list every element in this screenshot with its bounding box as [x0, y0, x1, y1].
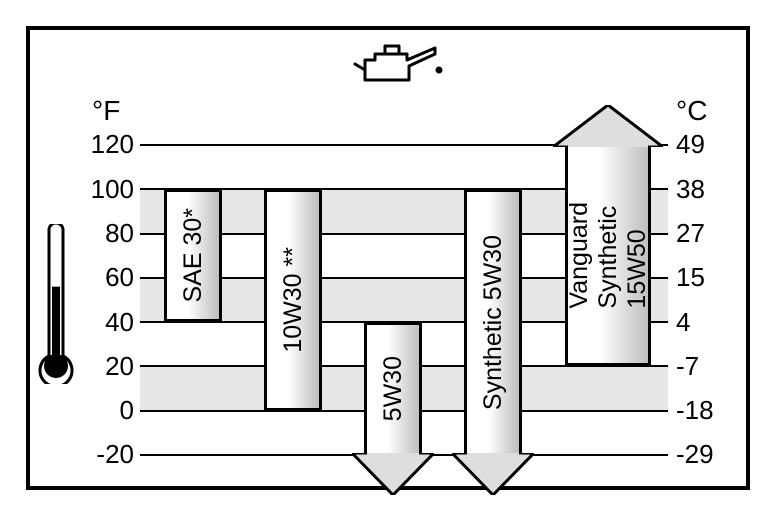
oil-5w30-label: 5W30 — [379, 356, 408, 421]
tick-c: 27 — [676, 218, 705, 249]
tick-f: 80 — [105, 218, 134, 249]
oil-sae30-label: SAE 30* — [179, 208, 208, 303]
tick-c: 4 — [676, 307, 690, 338]
tick-f: 0 — [120, 395, 134, 426]
oil-vanguard: Vanguard Synthetic 15W50 — [565, 147, 651, 366]
tick-f: 120 — [91, 129, 134, 160]
oil-10w30-label: 10W30 ** — [279, 247, 308, 353]
oil-syn5w30-arrow — [452, 453, 534, 495]
oil-syn5w30-label: Synthetic 5W30 — [479, 235, 508, 410]
tick-c: -18 — [676, 395, 714, 426]
tick-f: -20 — [96, 439, 134, 470]
tick-c: -29 — [676, 439, 714, 470]
tick-c: 15 — [676, 262, 705, 293]
oil-vanguard-arrow — [553, 105, 663, 147]
tick-c: 49 — [676, 129, 705, 160]
oil-syn5w30: Synthetic 5W30 — [464, 189, 522, 453]
tick-f: 40 — [105, 307, 134, 338]
oil-5w30: 5W30 — [364, 322, 422, 453]
chart-area: 120 49 100 38 80 27 60 15 40 4 20 -7 0 -18 -20 -29 SAE 3… — [0, 0, 776, 516]
oil-sae30: SAE 30* — [164, 189, 222, 322]
oil-5w30-arrow — [352, 453, 434, 495]
tick-c: 38 — [676, 174, 705, 205]
tick-f: 60 — [105, 262, 134, 293]
tick-c: -7 — [676, 351, 699, 382]
tick-f: 20 — [105, 351, 134, 382]
tick-f: 100 — [91, 174, 134, 205]
oil-10w30: 10W30 ** — [264, 189, 322, 410]
oil-vanguard-label: Vanguard Synthetic 15W50 — [565, 202, 652, 309]
